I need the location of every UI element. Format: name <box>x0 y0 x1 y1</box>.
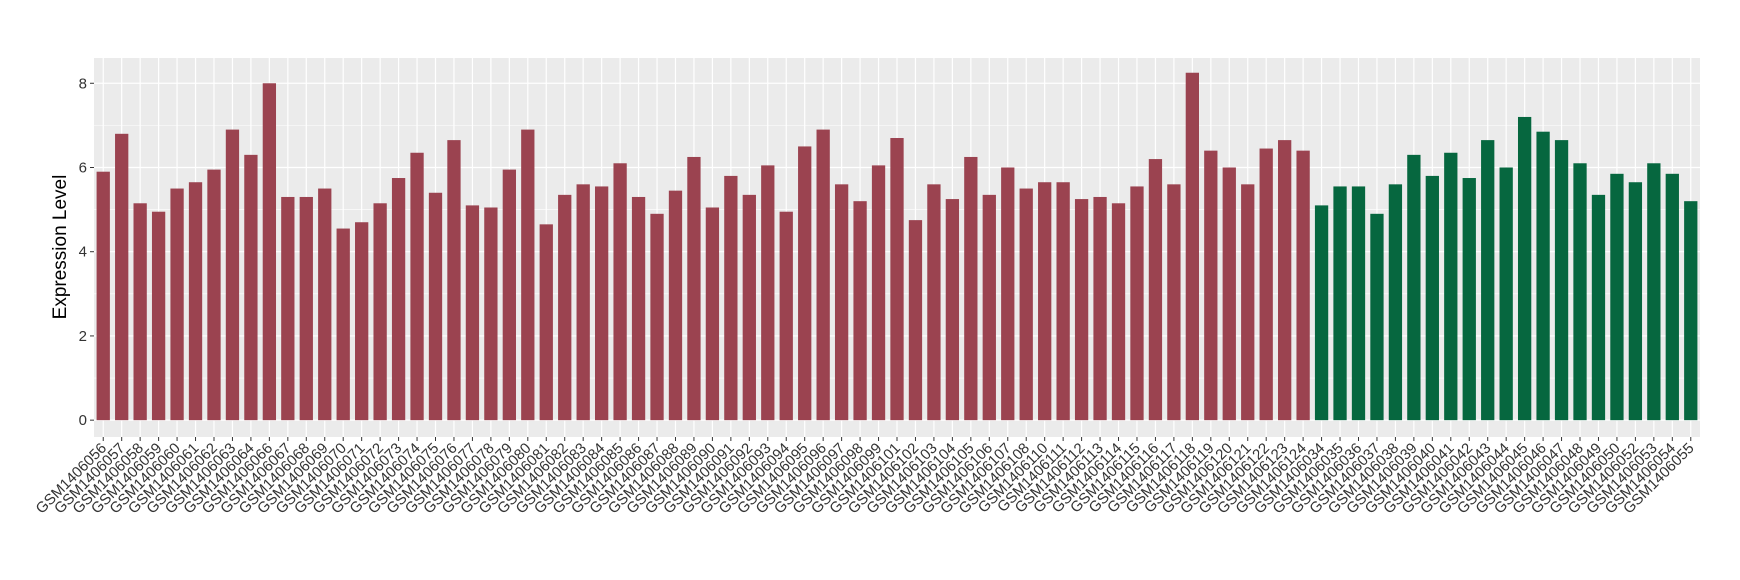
bar <box>447 140 461 421</box>
bar <box>1204 150 1218 421</box>
bar <box>1591 194 1606 421</box>
bar <box>410 152 424 421</box>
bar <box>982 194 996 421</box>
y-tick-label: 4 <box>79 244 87 261</box>
bar <box>1647 163 1661 421</box>
bar <box>299 196 313 421</box>
bar <box>1610 173 1624 421</box>
bar <box>834 184 849 421</box>
bar <box>1167 184 1181 421</box>
bar <box>318 188 332 421</box>
bar <box>1481 140 1495 421</box>
bar <box>1665 173 1679 421</box>
bar <box>207 169 221 421</box>
bar <box>1130 186 1144 421</box>
bar <box>631 196 646 421</box>
bar <box>1019 188 1033 421</box>
bar <box>908 220 923 421</box>
bar <box>1628 182 1643 421</box>
bar <box>945 199 960 421</box>
bar <box>1241 184 1255 421</box>
bar <box>133 203 147 421</box>
bar <box>1093 196 1107 421</box>
bar <box>798 146 812 421</box>
bar <box>1185 72 1200 421</box>
bar <box>1517 116 1532 421</box>
bar <box>151 211 166 421</box>
bar <box>502 169 516 421</box>
bar <box>1554 140 1569 421</box>
bar <box>1536 131 1550 421</box>
bar <box>225 129 240 421</box>
bar <box>687 156 701 421</box>
bar <box>890 138 904 421</box>
bar <box>96 171 110 421</box>
bar <box>281 196 295 421</box>
bar <box>668 190 683 421</box>
bar <box>761 165 775 421</box>
bar <box>391 178 406 421</box>
bar <box>1056 182 1070 421</box>
bar <box>1684 201 1698 421</box>
bar <box>964 156 978 421</box>
bar <box>115 133 129 421</box>
bar <box>1001 167 1015 421</box>
bar <box>724 175 738 421</box>
bar <box>871 165 886 421</box>
bar <box>1370 213 1384 421</box>
bar <box>539 224 553 421</box>
bar <box>521 129 535 421</box>
bar <box>465 205 480 421</box>
bar <box>1314 205 1329 421</box>
bar <box>1074 199 1089 421</box>
bar <box>1351 186 1366 421</box>
bar <box>170 188 184 421</box>
y-axis-label: Expression Level <box>50 175 71 320</box>
bar <box>594 186 609 421</box>
bar <box>1278 140 1292 421</box>
bar <box>816 129 830 421</box>
y-tick-label: 6 <box>79 159 87 176</box>
bar <box>262 83 277 421</box>
bar <box>1148 159 1163 421</box>
bar <box>1259 148 1273 421</box>
bar <box>1462 178 1476 421</box>
bar <box>576 184 590 421</box>
bar <box>244 154 258 421</box>
bar <box>779 211 793 421</box>
y-tick-label: 2 <box>79 328 87 345</box>
bar <box>188 182 203 421</box>
bar <box>355 222 369 421</box>
bar <box>927 184 941 421</box>
bar <box>853 201 867 421</box>
bar <box>428 192 443 421</box>
bar <box>705 207 720 421</box>
bar <box>650 213 664 421</box>
bar <box>1425 175 1439 421</box>
bar <box>1499 167 1513 421</box>
bar <box>1111 203 1126 421</box>
bar <box>373 203 387 421</box>
bar <box>558 194 572 421</box>
bar <box>1573 163 1587 421</box>
bar <box>1388 184 1403 421</box>
bar <box>613 163 627 421</box>
bar <box>1407 154 1421 421</box>
y-tick-label: 8 <box>79 75 87 92</box>
bar <box>1222 167 1236 421</box>
bar <box>1038 182 1052 421</box>
bar <box>336 228 350 421</box>
bar <box>1333 186 1347 421</box>
y-tick-label: 0 <box>79 412 87 429</box>
bar <box>484 207 498 421</box>
bar <box>742 194 756 421</box>
bar <box>1444 152 1458 421</box>
bar <box>1296 150 1310 421</box>
